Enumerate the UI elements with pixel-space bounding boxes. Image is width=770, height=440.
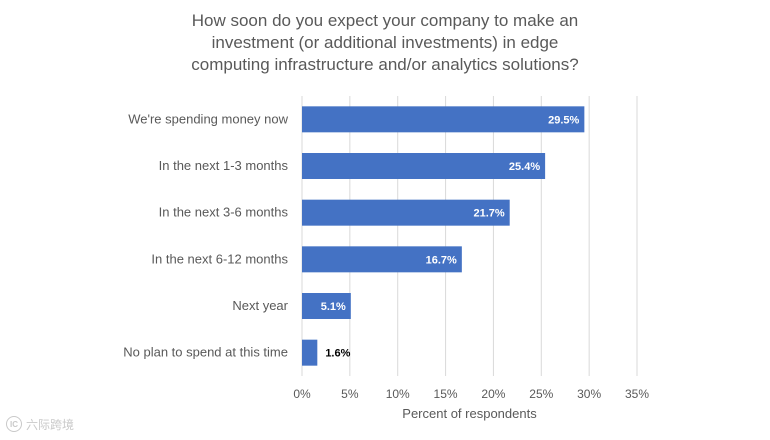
x-tick-label: 10% — [386, 387, 410, 401]
labels: 0% 5% 10% 15% 20% 25% 30% 35% We're spending mon… — [123, 111, 649, 421]
x-tick-label: 35% — [625, 387, 649, 401]
data-label: 16.7% — [426, 254, 457, 266]
category-label: In the next 6-12 months — [151, 251, 288, 266]
x-tick-label: 30% — [577, 387, 601, 401]
category-label: Next year — [232, 298, 288, 313]
x-tick-label: 15% — [434, 387, 458, 401]
bar — [302, 293, 351, 319]
bar — [302, 199, 510, 226]
bars — [302, 106, 585, 366]
category-label: We're spending money now — [128, 111, 288, 126]
bar — [302, 246, 462, 273]
data-label: 25.4% — [509, 161, 540, 173]
x-tick-label: 25% — [529, 387, 553, 401]
x-axis-label: Percent of respondents — [402, 406, 537, 421]
data-label: 21.7% — [473, 208, 504, 220]
watermark-logo-icon: IC — [6, 416, 22, 432]
x-tick-label: 5% — [341, 387, 359, 401]
x-tick-label: 20% — [481, 387, 505, 401]
data-label: 5.1% — [321, 301, 346, 313]
data-label: 29.5% — [548, 114, 579, 126]
bar — [302, 106, 585, 133]
x-tick-label: 0% — [293, 387, 311, 401]
chart-title: How soon do you expect your company to m… — [160, 10, 610, 76]
category-label: No plan to spend at this time — [123, 345, 288, 360]
chart-title-line-2: investment (or additional investments) i… — [211, 33, 559, 52]
watermark-text: 六际跨境 — [26, 417, 75, 432]
category-label: In the next 1-3 months — [159, 158, 289, 173]
watermark: IC 六际跨境 — [6, 414, 74, 434]
data-label: 1.6% — [325, 348, 350, 360]
chart-title-line-3: computing infrastructure and/or analytic… — [191, 55, 579, 74]
chart-title-line-1: How soon do you expect your company to m… — [191, 11, 579, 30]
bar — [302, 339, 318, 366]
category-label: In the next 3-6 months — [159, 205, 289, 220]
bar — [302, 153, 546, 179]
gridlines — [301, 96, 638, 376]
